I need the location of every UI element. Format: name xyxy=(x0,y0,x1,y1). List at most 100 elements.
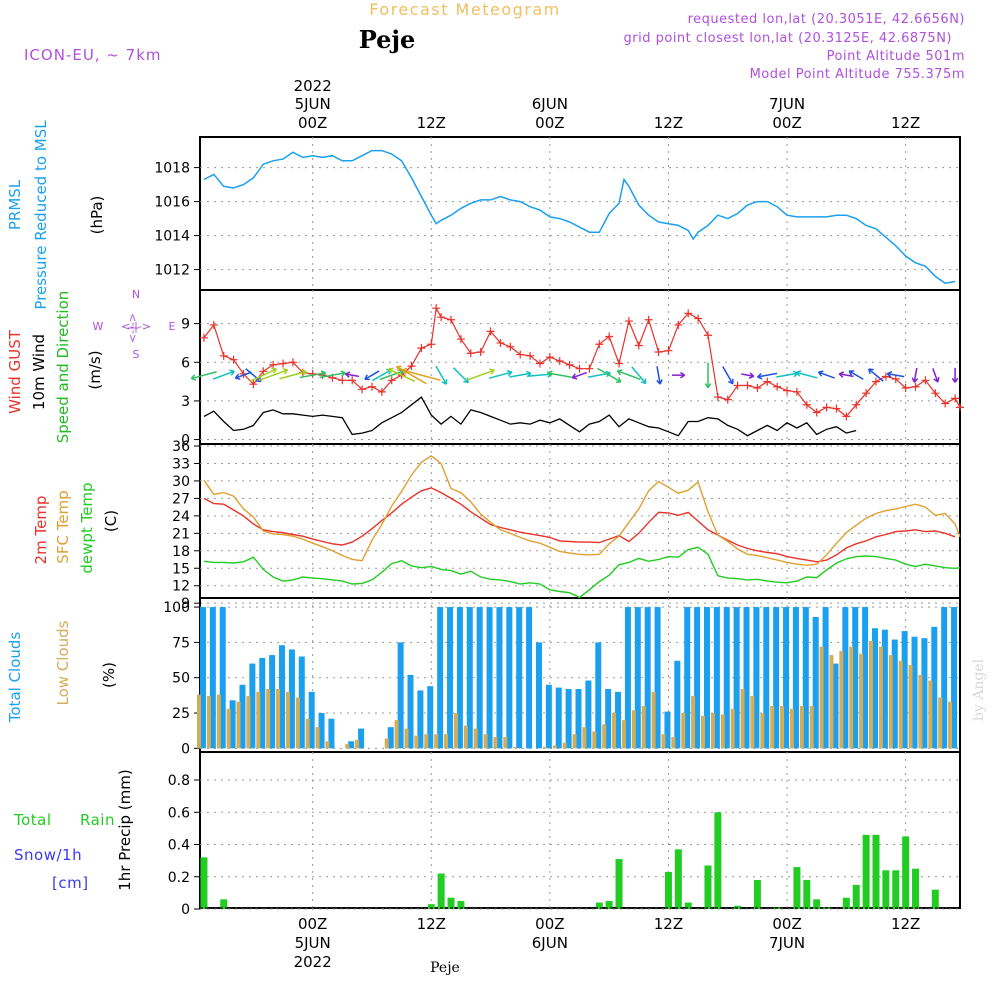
rain-bar xyxy=(664,871,672,909)
bottom-time-label: 12Z xyxy=(417,915,446,933)
wind-direction-arrowhead xyxy=(680,371,686,379)
low-clouds-bar xyxy=(572,734,577,749)
precip-ytick-label: 0.6 xyxy=(168,805,190,821)
wind-gust-marker xyxy=(575,364,584,373)
total-clouds-bar xyxy=(269,655,276,749)
footer-location: Peje xyxy=(430,960,460,976)
low-clouds-bar xyxy=(463,725,468,749)
rain-bar xyxy=(912,868,920,909)
top-time-label: 12Z xyxy=(417,114,446,132)
low-clouds-bar xyxy=(710,713,715,749)
rain-bar xyxy=(605,900,613,909)
total-clouds-bar xyxy=(911,636,918,749)
wind-direction-arrow xyxy=(435,365,447,385)
wind-gust-marker xyxy=(367,382,376,391)
wind-gust-marker xyxy=(565,360,574,369)
low-clouds-bar xyxy=(750,696,755,749)
total-clouds-bar xyxy=(427,686,434,749)
total-clouds-bar xyxy=(407,674,414,749)
wind-direction-arrow xyxy=(656,366,661,385)
total-clouds-bar xyxy=(891,639,898,749)
total-clouds-bar xyxy=(575,689,582,749)
total-clouds-bar xyxy=(288,649,295,749)
low-clouds-bar xyxy=(592,731,597,749)
wind-gust-marker xyxy=(259,367,268,376)
wind-direction-arrowhead xyxy=(364,374,370,381)
compass-east-label: E xyxy=(169,320,176,333)
precip-ytick-label: 0.8 xyxy=(168,773,190,789)
total-clouds-bar xyxy=(595,642,602,749)
wind-gust-marker xyxy=(526,351,535,360)
wind-gust-marker xyxy=(852,400,861,409)
wind-gust-marker xyxy=(308,369,317,378)
wind-gust-marker xyxy=(585,364,594,373)
temp-ytick-label: 9 xyxy=(181,596,190,612)
top-date-label: 5JUN xyxy=(295,95,331,113)
total-clouds-bar xyxy=(387,727,394,749)
wind-direction-arrowhead xyxy=(190,374,197,381)
total-clouds-bar xyxy=(931,626,938,749)
wind-gust-marker xyxy=(496,338,505,347)
low-clouds-bar xyxy=(878,646,883,749)
wind-label-unit: (m/s) xyxy=(86,350,104,389)
wind-direction-arrowhead xyxy=(395,365,402,372)
low-clouds-bar xyxy=(928,680,933,749)
rain-bar xyxy=(437,873,445,909)
temp-frame xyxy=(199,443,961,599)
total-clouds-bar xyxy=(822,607,829,749)
wind-gust-marker xyxy=(862,389,871,398)
wind-gust-marker xyxy=(901,384,910,393)
wind-gust-marker xyxy=(624,317,633,326)
bottom-time-label: 00Z xyxy=(298,915,327,933)
total-clouds-bar xyxy=(456,607,463,749)
wind-direction-arrowhead xyxy=(320,370,327,377)
precip-ytick-label: 0.4 xyxy=(168,838,190,854)
clouds-ytick-label: 100 xyxy=(163,600,190,616)
pressure-label-unit: (hPa) xyxy=(88,196,106,235)
rain-bar xyxy=(595,902,603,909)
wind-gust-marker xyxy=(506,342,515,351)
low-clouds-bar xyxy=(898,660,903,749)
wind-direction-arrow xyxy=(848,370,864,380)
wind-direction-arrow xyxy=(388,368,416,382)
pressure-label-desc: Pressure Reduced to MSL xyxy=(32,120,50,310)
low-clouds-bar xyxy=(414,735,419,749)
wind-gust-marker xyxy=(516,350,525,359)
bottom-time-label: 12Z xyxy=(654,915,683,933)
wind-direction-arrowhead xyxy=(911,377,919,383)
wind-gust-marker xyxy=(773,382,782,391)
precip-label-1hr: 1hr Precip (mm) xyxy=(116,769,134,890)
total-clouds-bar xyxy=(605,689,612,749)
wind-gust-marker xyxy=(703,331,712,340)
top-date-label: 6JUN xyxy=(532,95,568,113)
wind-direction-arrowhead xyxy=(525,370,532,378)
total-clouds-bar xyxy=(585,680,592,749)
wind-gust-marker xyxy=(486,327,495,336)
total-clouds-bar xyxy=(348,741,355,749)
pressure-ytick-label: 1018 xyxy=(154,161,190,177)
wind-direction-arrowhead xyxy=(704,383,712,389)
watermark: by Angel xyxy=(971,658,987,721)
low-clouds-bar xyxy=(602,724,607,749)
wind-direction-arrow xyxy=(212,370,235,380)
top-time-label: 00Z xyxy=(535,114,564,132)
top-year-label: 2022 xyxy=(294,77,332,95)
total-clouds-bar xyxy=(298,656,305,749)
wind-gust-marker xyxy=(644,315,653,324)
product-title: Forecast Meteogram xyxy=(369,0,560,19)
wind-gust-marker xyxy=(456,335,465,344)
low-clouds-bar xyxy=(276,689,281,749)
wind-gust-marker xyxy=(733,381,742,390)
low-clouds-bar xyxy=(325,741,330,749)
low-clouds-bar xyxy=(770,705,775,749)
pressure-line xyxy=(203,149,956,284)
rain-bar xyxy=(684,902,692,909)
pressure-frame xyxy=(199,136,961,291)
wind-direction-arrowhead xyxy=(848,370,855,376)
low-clouds-bar xyxy=(809,705,814,749)
wind-direction-arrow xyxy=(345,373,360,378)
low-clouds-bar xyxy=(453,713,458,749)
wind-gust-marker xyxy=(891,375,900,384)
wind-gust-marker xyxy=(615,359,624,368)
compass-north-label: N xyxy=(132,288,140,301)
